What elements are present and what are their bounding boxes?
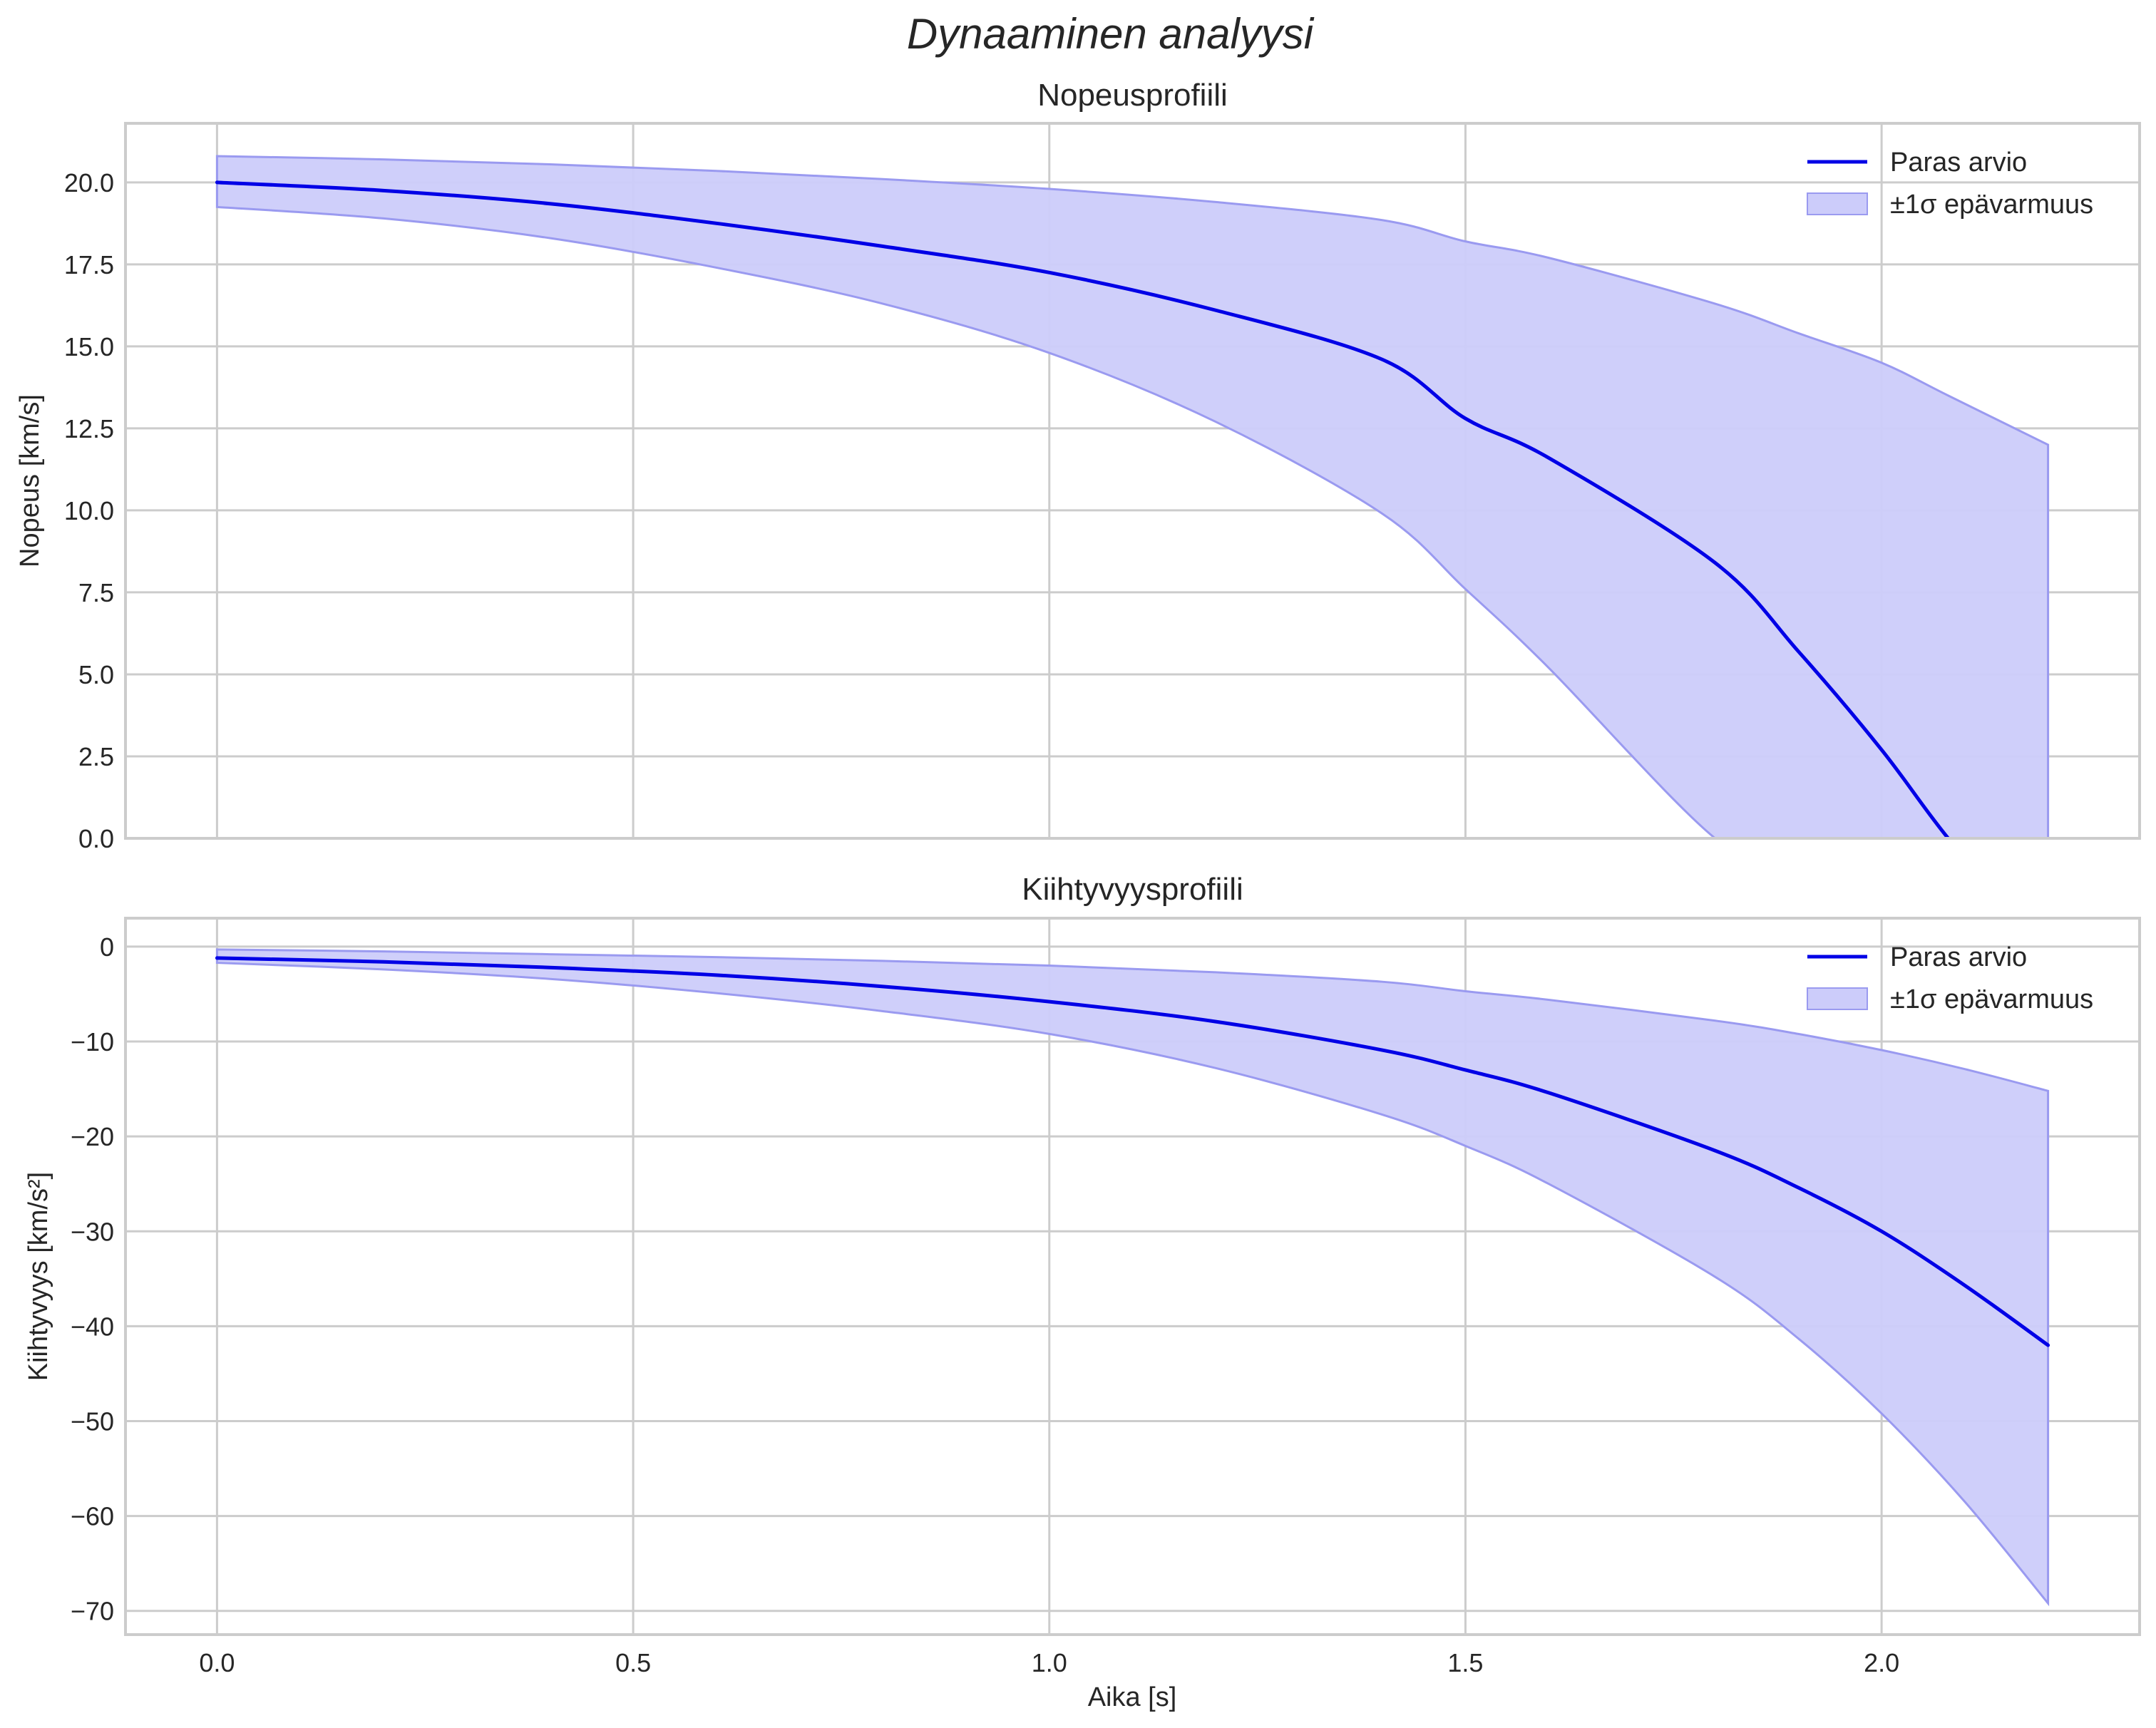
acceleration-subplot: Kiihtyvyysprofiili 0 −10 −20 −30 −40 −50 −60 −70…: [24, 872, 2141, 1677]
legend-label: Paras arvio: [1890, 942, 2027, 972]
y-tick-label: −20: [71, 1122, 114, 1151]
y-tick-label: −10: [71, 1027, 114, 1056]
y-tick-label: 17.5: [64, 250, 114, 279]
y-tick-label: −60: [71, 1502, 114, 1531]
y-tick-label: −70: [71, 1597, 114, 1626]
y-axis-label: Nopeus [km/s]: [15, 394, 45, 567]
y-tick-label: 2.5: [78, 742, 114, 771]
subplot-title: Nopeusprofiili: [1037, 78, 1228, 113]
x-axis-label: Aika [s]: [1088, 1682, 1177, 1712]
legend-band-swatch: [1807, 987, 1868, 1010]
y-tick-label: −30: [71, 1217, 114, 1246]
subplot-title: Kiihtyvyysprofiili: [1022, 872, 1243, 907]
legend: Paras arvio ±1σ epävarmuus: [1807, 148, 2093, 220]
velocity-subplot: Nopeusprofiili 0.0 2.5 5.0 7.5 10.0 12.5 15.0 17…: [15, 78, 2141, 853]
y-tick-label: −50: [71, 1406, 114, 1436]
best-estimate-line: [215, 956, 2050, 1347]
uncertainty-band: [215, 948, 2050, 1607]
legend-band-swatch: [1807, 192, 1868, 215]
y-tick-label: 20.0: [64, 168, 114, 197]
axes-frame: [124, 917, 2141, 1636]
best-estimate-line: [215, 180, 1951, 838]
x-tick-label: 0.5: [615, 1648, 651, 1677]
y-tick-label: −40: [71, 1312, 114, 1341]
x-tick-label: 1.0: [1032, 1648, 1067, 1677]
y-tick-label: 10.0: [64, 496, 114, 525]
legend-label: ±1σ epävarmuus: [1890, 190, 2093, 220]
legend-label: ±1σ epävarmuus: [1890, 984, 2093, 1014]
legend: Paras arvio ±1σ epävarmuus: [1807, 942, 2093, 1014]
y-tick-label: 5.0: [78, 660, 114, 689]
x-tick-label: 2.0: [1864, 1648, 1899, 1677]
y-axis-label: Kiihtyvyys [km/s²]: [24, 1172, 53, 1381]
x-tick-label: 1.5: [1447, 1648, 1483, 1677]
y-tick-label: 15.0: [64, 332, 114, 361]
x-tick-label: 0.0: [199, 1648, 235, 1677]
axes-frame: [124, 122, 2141, 840]
figure-title: Dynaaminen analyysi: [907, 10, 1315, 58]
legend-label: Paras arvio: [1890, 148, 2027, 178]
uncertainty-band: [215, 155, 2050, 838]
y-tick-label: 0: [100, 932, 114, 962]
y-tick-label: 7.5: [78, 578, 114, 607]
y-tick-label: 12.5: [64, 414, 114, 443]
y-tick-label: 0.0: [78, 824, 114, 853]
